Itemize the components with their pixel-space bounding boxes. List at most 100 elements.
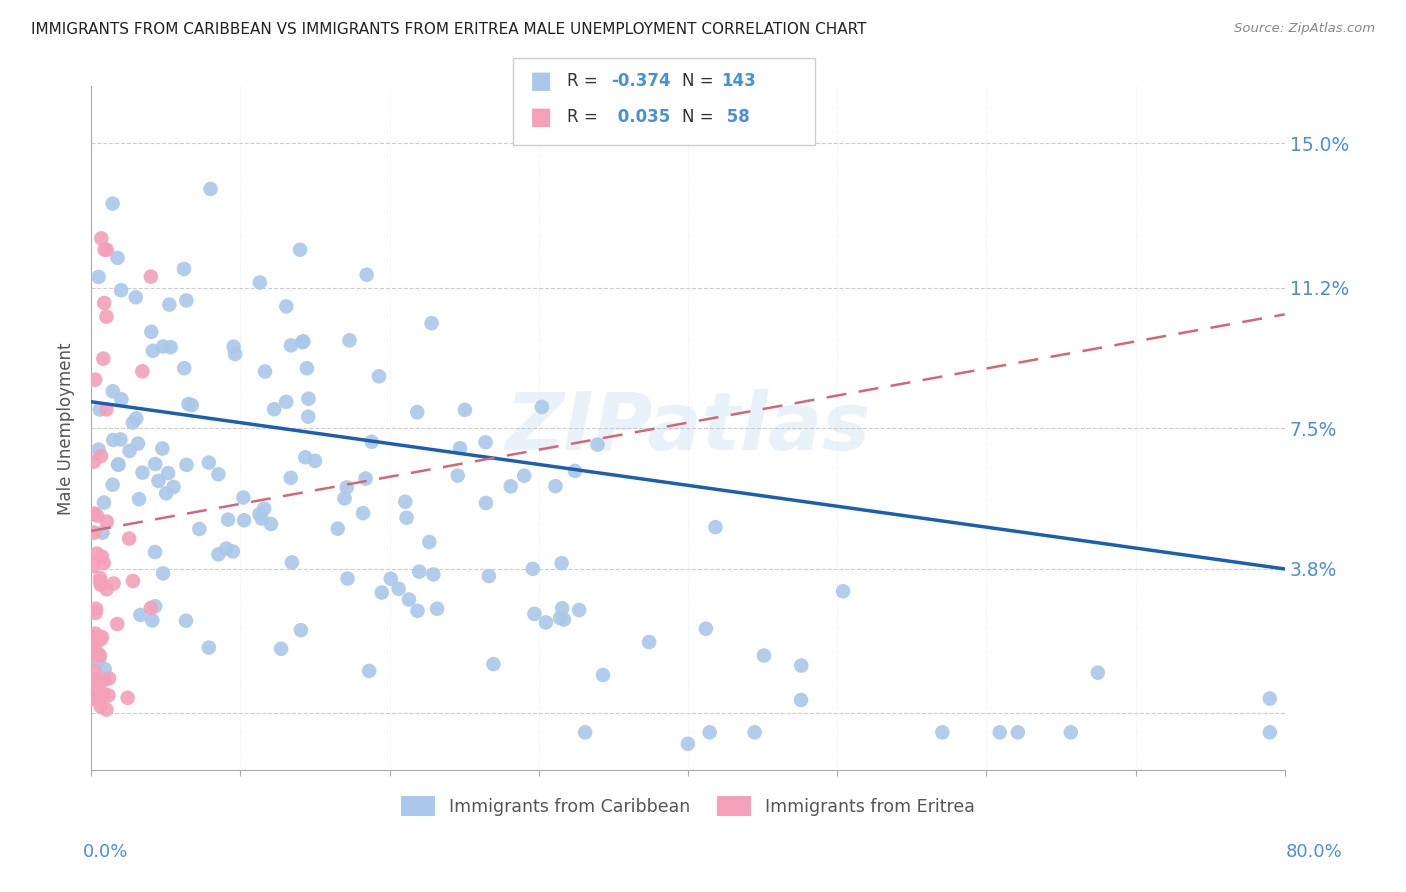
Point xyxy=(224,347,246,361)
Point xyxy=(96,582,118,597)
Text: 58: 58 xyxy=(721,108,749,126)
Point xyxy=(84,690,107,705)
Point xyxy=(107,458,129,472)
Point xyxy=(564,464,586,478)
Y-axis label: Male Unemployment: Male Unemployment xyxy=(58,343,75,515)
Point xyxy=(188,522,211,536)
Point xyxy=(233,513,256,527)
Point xyxy=(217,513,239,527)
Point xyxy=(695,622,717,636)
Point xyxy=(90,578,112,592)
Point xyxy=(406,604,429,618)
Point xyxy=(93,495,115,509)
Point xyxy=(333,491,356,506)
Point xyxy=(90,632,112,647)
Point xyxy=(790,658,813,673)
Point xyxy=(398,592,420,607)
Point xyxy=(89,574,111,589)
Point xyxy=(418,535,440,549)
Point xyxy=(93,673,115,687)
Point xyxy=(141,325,163,339)
Point xyxy=(544,479,567,493)
Point xyxy=(1060,725,1083,739)
Text: R =: R = xyxy=(567,72,603,90)
Text: N =: N = xyxy=(682,72,718,90)
Point xyxy=(83,455,105,469)
Point xyxy=(82,559,104,574)
Point xyxy=(198,640,221,655)
Point xyxy=(215,541,238,556)
Point xyxy=(93,556,115,570)
Point xyxy=(174,614,197,628)
Point xyxy=(90,691,112,706)
Point xyxy=(103,576,125,591)
Point xyxy=(82,690,104,704)
Point xyxy=(82,692,104,706)
Text: ■: ■ xyxy=(530,105,553,128)
Point xyxy=(336,480,359,494)
Point xyxy=(931,725,953,739)
Point xyxy=(676,737,699,751)
Point xyxy=(638,635,661,649)
Point xyxy=(122,416,145,430)
Point xyxy=(292,334,315,349)
Legend: Immigrants from Caribbean, Immigrants from Eritrea: Immigrants from Caribbean, Immigrants fr… xyxy=(394,789,981,823)
Point xyxy=(447,468,470,483)
Point xyxy=(142,343,165,358)
Point xyxy=(82,644,104,658)
Point xyxy=(139,269,162,284)
Point xyxy=(90,449,112,463)
Point xyxy=(474,435,496,450)
Point xyxy=(574,725,596,739)
Point xyxy=(523,607,546,621)
Point xyxy=(122,574,145,588)
Point xyxy=(288,243,311,257)
Point xyxy=(530,400,553,414)
Point xyxy=(281,555,304,569)
Text: ■: ■ xyxy=(530,70,553,93)
Point xyxy=(290,623,312,637)
Text: -0.374: -0.374 xyxy=(612,72,671,90)
Point xyxy=(162,480,184,494)
Point xyxy=(87,646,110,660)
Point xyxy=(744,725,766,739)
Point xyxy=(84,626,107,640)
Point xyxy=(422,567,444,582)
Point xyxy=(105,617,128,632)
Point xyxy=(482,657,505,672)
Point xyxy=(200,182,222,196)
Point xyxy=(449,441,471,455)
Point xyxy=(118,532,141,546)
Point xyxy=(553,613,575,627)
Point xyxy=(155,486,177,500)
Point xyxy=(260,516,283,531)
Point xyxy=(513,468,536,483)
Point xyxy=(83,664,105,678)
Point xyxy=(107,458,129,472)
Point xyxy=(420,316,443,330)
Point xyxy=(176,458,198,472)
Point xyxy=(326,522,349,536)
Point xyxy=(254,365,277,379)
Point xyxy=(247,507,270,521)
Point xyxy=(339,334,361,348)
Point xyxy=(388,582,411,596)
Text: IMMIGRANTS FROM CARIBBEAN VS IMMIGRANTS FROM ERITREA MALE UNEMPLOYMENT CORRELATI: IMMIGRANTS FROM CARIBBEAN VS IMMIGRANTS … xyxy=(31,22,866,37)
Point xyxy=(371,585,394,599)
Point xyxy=(128,492,150,507)
Point xyxy=(157,298,180,312)
Point xyxy=(280,338,302,352)
Point xyxy=(82,644,104,658)
Point xyxy=(101,196,124,211)
Point xyxy=(84,373,107,387)
Point xyxy=(93,662,115,676)
Point xyxy=(127,436,149,450)
Point xyxy=(98,671,121,685)
Point xyxy=(276,394,298,409)
Text: Source: ZipAtlas.com: Source: ZipAtlas.com xyxy=(1234,22,1375,36)
Point xyxy=(96,310,118,324)
Point xyxy=(87,654,110,668)
Point xyxy=(699,725,721,739)
Point xyxy=(107,251,129,265)
Text: 0.035: 0.035 xyxy=(612,108,669,126)
